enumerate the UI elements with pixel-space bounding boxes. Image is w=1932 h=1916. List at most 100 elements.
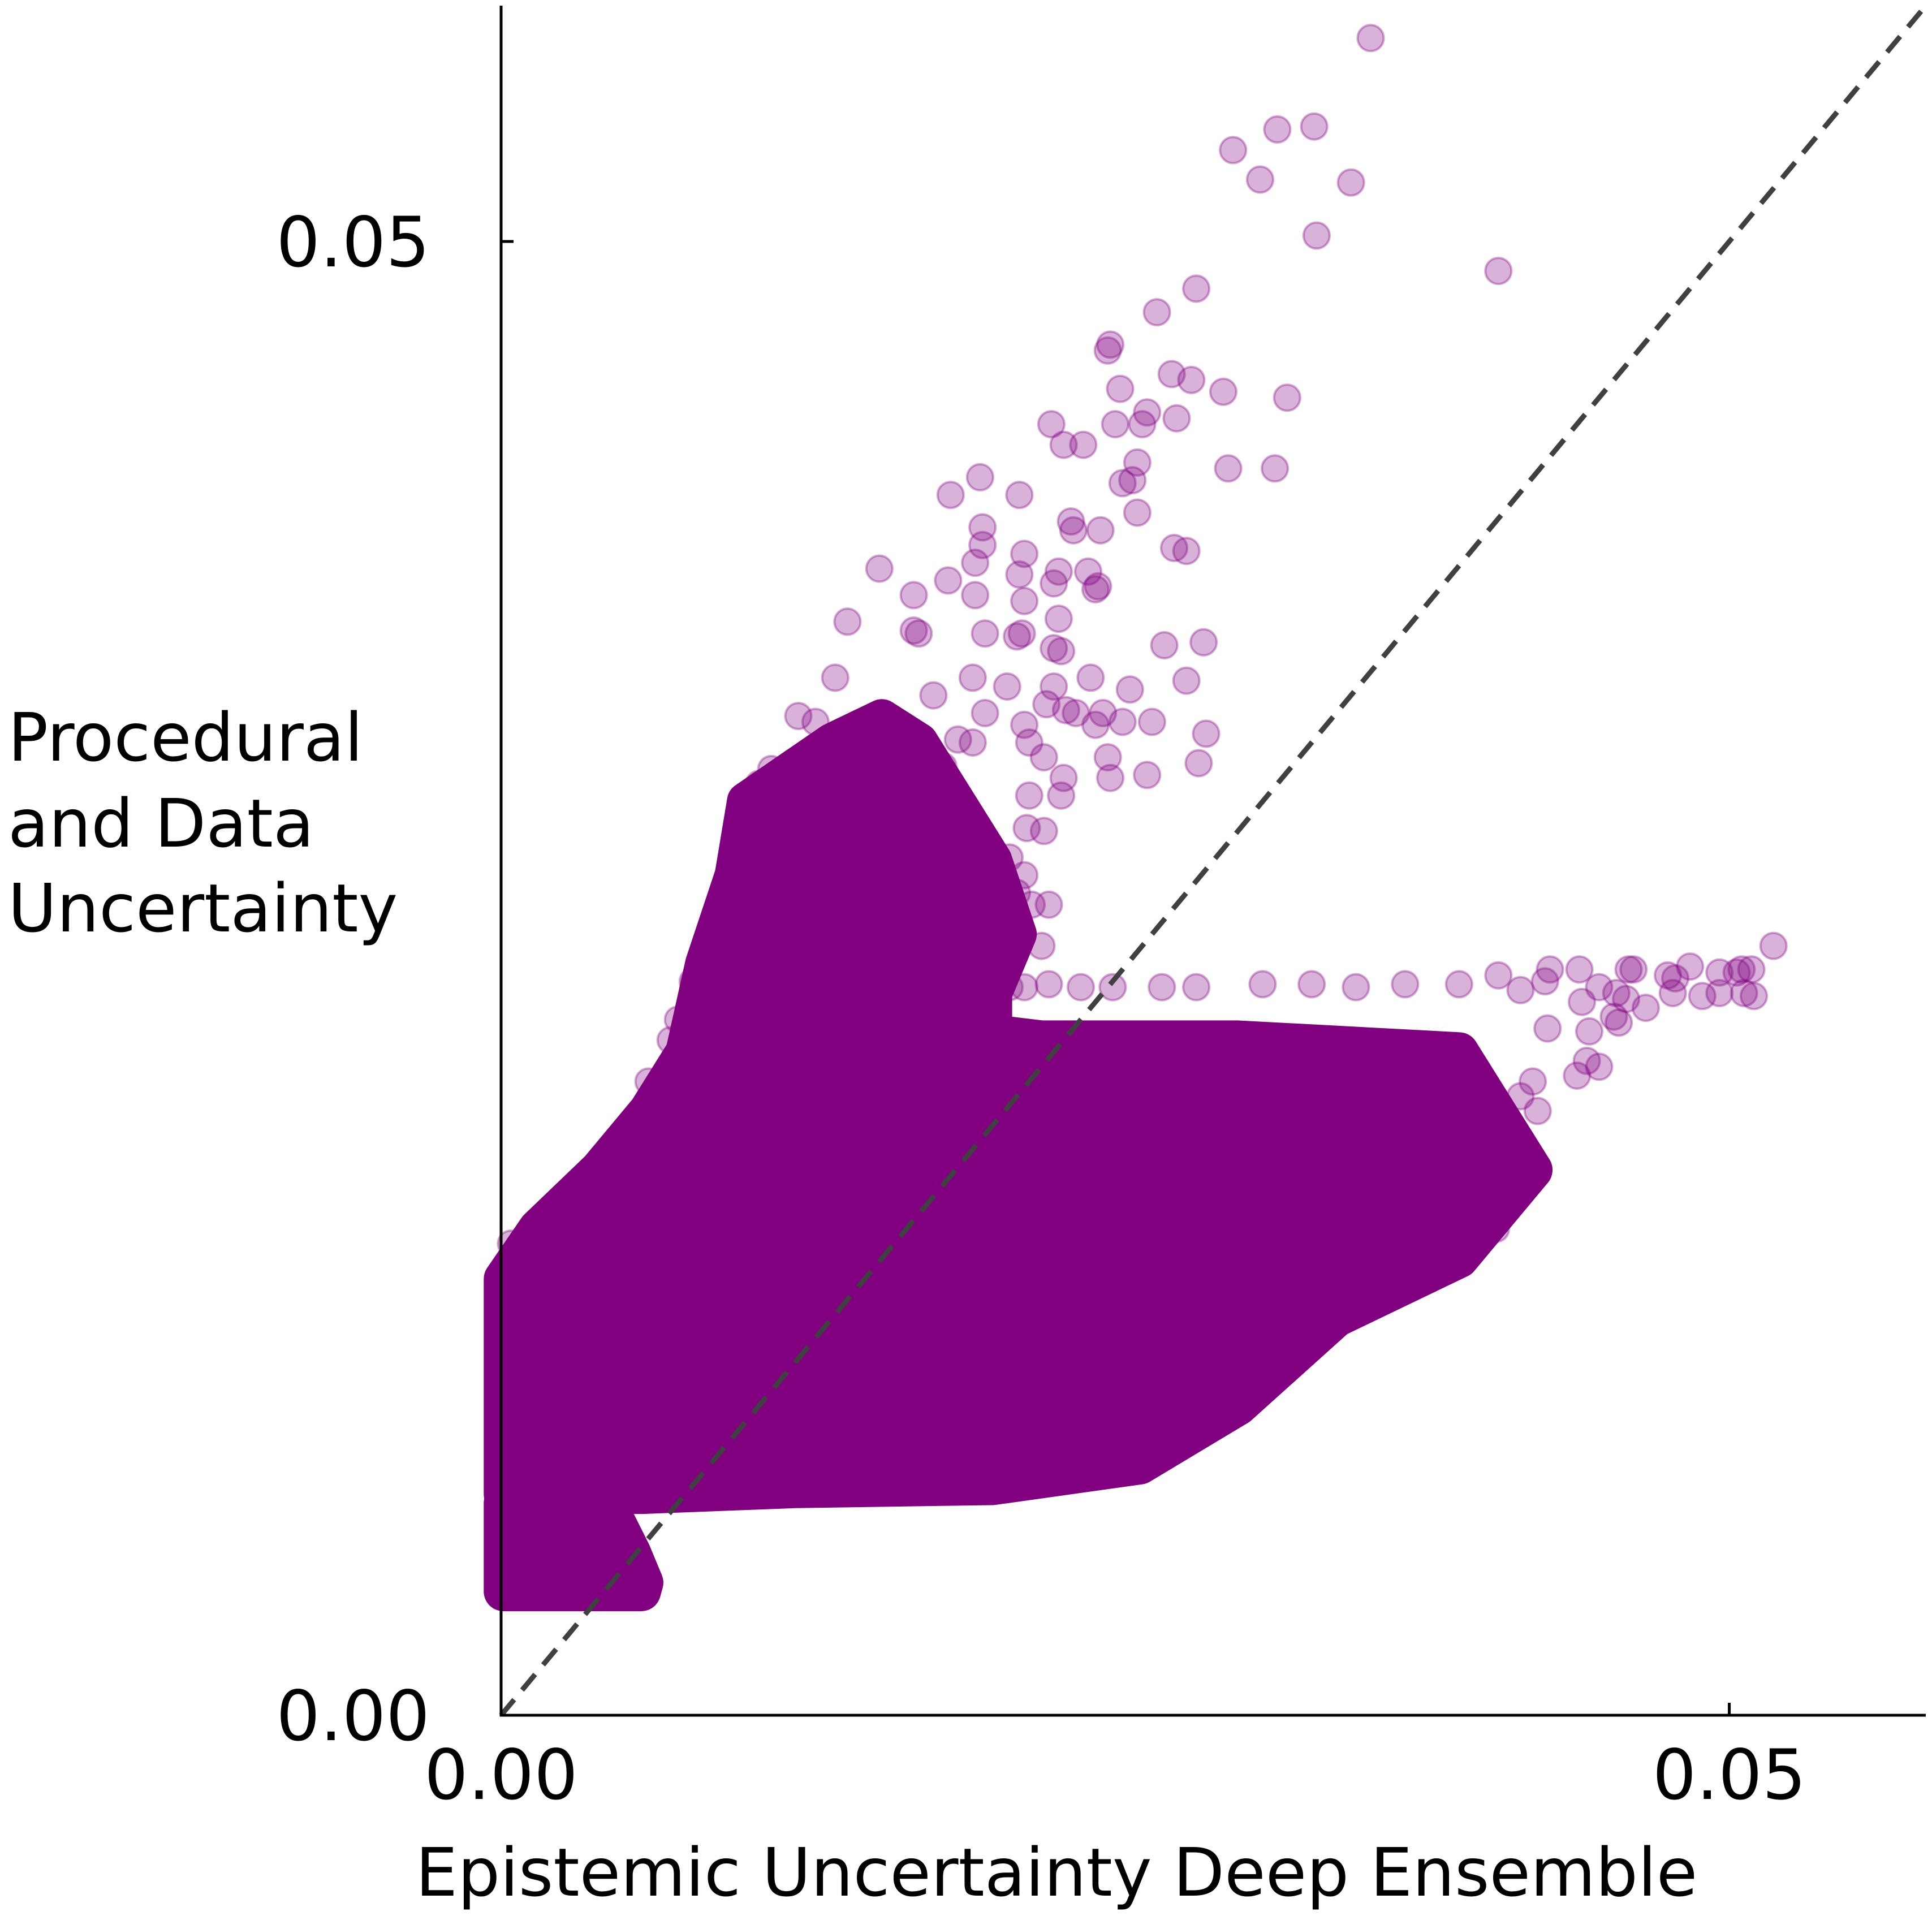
scatter-point bbox=[605, 1141, 633, 1170]
scatter-point bbox=[1273, 1274, 1301, 1302]
scatter-point bbox=[1047, 781, 1076, 810]
scatter-point bbox=[1017, 890, 1046, 919]
scatter-point bbox=[1096, 763, 1125, 792]
scatter-point bbox=[879, 722, 908, 751]
scatter-point bbox=[497, 1229, 525, 1258]
scatter-point bbox=[1354, 1229, 1383, 1258]
scatter-point bbox=[1128, 410, 1157, 439]
scatter-point bbox=[872, 917, 901, 946]
scatter-point bbox=[1086, 516, 1115, 545]
scatter-point bbox=[1506, 976, 1535, 1004]
scatter-point bbox=[1076, 663, 1105, 692]
scatter-point bbox=[831, 1465, 859, 1494]
scatter-point bbox=[948, 967, 977, 996]
scatter-point bbox=[560, 1406, 589, 1435]
scatter-point bbox=[1342, 973, 1370, 1002]
scatter-point bbox=[1093, 1435, 1122, 1464]
scatter-point bbox=[1175, 1082, 1204, 1111]
scatter-point bbox=[1494, 1170, 1523, 1199]
scatter-point bbox=[1148, 973, 1176, 1002]
scatter-point bbox=[654, 1153, 683, 1181]
scatter-point bbox=[993, 672, 1021, 701]
scatter-point bbox=[1029, 743, 1058, 772]
scatter-point bbox=[1003, 878, 1032, 907]
scatter-point bbox=[1658, 979, 1687, 1007]
scatter-point bbox=[656, 1026, 685, 1055]
scatter-point bbox=[1106, 374, 1135, 403]
scatter-point bbox=[1599, 1002, 1628, 1031]
scatter-points bbox=[491, 24, 1788, 1600]
scatter-point bbox=[1059, 516, 1088, 545]
scatter-point bbox=[555, 1199, 584, 1228]
scatter-point bbox=[899, 616, 928, 645]
scatter-point bbox=[1123, 448, 1152, 477]
scatter-point bbox=[1010, 540, 1039, 568]
scatter-point bbox=[1371, 1097, 1400, 1125]
scatter-point bbox=[1261, 454, 1290, 483]
scatter-point bbox=[663, 1006, 692, 1034]
scatter-point bbox=[1336, 168, 1365, 197]
scatter-point bbox=[968, 513, 997, 542]
scatter-point bbox=[610, 1548, 639, 1576]
scatter-point bbox=[1062, 698, 1090, 727]
scatter-point bbox=[1101, 410, 1129, 439]
plot-area bbox=[484, 4, 1928, 1717]
scatter-point bbox=[936, 481, 965, 510]
scatter-point bbox=[1371, 1199, 1400, 1228]
scatter-point bbox=[708, 1076, 736, 1104]
scatter-point bbox=[1740, 982, 1768, 1011]
scatter-point bbox=[1536, 955, 1564, 984]
scatter-point bbox=[1010, 973, 1039, 1002]
scatter-point bbox=[1302, 221, 1331, 250]
scatter-point bbox=[585, 1347, 614, 1376]
scatter-point bbox=[1177, 1362, 1206, 1391]
scatter-point bbox=[1069, 430, 1098, 459]
scatter-point bbox=[528, 1206, 557, 1235]
scatter-point bbox=[1096, 330, 1125, 359]
scatter-point bbox=[1440, 1185, 1469, 1214]
scatter-point bbox=[899, 790, 928, 819]
scatter-point bbox=[1010, 861, 1039, 890]
scatter-point bbox=[782, 1111, 810, 1140]
scatter-point bbox=[1067, 973, 1095, 1002]
scatter-point bbox=[491, 1495, 520, 1524]
scatter-point bbox=[1049, 763, 1078, 792]
scatter-point bbox=[1602, 979, 1631, 1007]
scatter-point bbox=[1040, 634, 1068, 663]
scatter-point bbox=[1172, 537, 1201, 566]
scatter-point bbox=[1098, 973, 1127, 1002]
y-axis-title: Procedural and Data Uncertainty bbox=[8, 698, 398, 947]
scatter-point bbox=[1012, 814, 1041, 843]
scatter-point bbox=[502, 1303, 531, 1332]
scatter-point bbox=[1056, 507, 1085, 536]
scatter-point bbox=[865, 554, 894, 583]
scatter-point bbox=[897, 1474, 926, 1503]
scatter-point bbox=[846, 870, 874, 899]
y-tick-label: 0.00 bbox=[276, 1676, 430, 1757]
scatter-point bbox=[1444, 1229, 1473, 1258]
scatter-point bbox=[1474, 1141, 1503, 1170]
scatter-point bbox=[1705, 979, 1734, 1007]
scatter-point bbox=[1177, 365, 1206, 394]
scatter-point bbox=[639, 1147, 668, 1176]
scatter-point bbox=[491, 1279, 520, 1308]
scatter-point bbox=[1084, 572, 1112, 601]
scatter-point bbox=[1533, 1014, 1562, 1043]
scatter-point bbox=[605, 1530, 633, 1559]
scatter-point bbox=[1049, 430, 1078, 459]
scatter-point bbox=[1108, 707, 1137, 736]
scatter-point bbox=[985, 967, 1014, 996]
dense-region-main-body bbox=[484, 699, 1553, 1514]
scatter-point bbox=[494, 1435, 523, 1464]
scatter-point bbox=[1081, 1432, 1110, 1461]
scatter-point bbox=[1064, 1447, 1093, 1476]
scatter-point bbox=[777, 994, 805, 1022]
scatter-point bbox=[619, 1114, 648, 1143]
scatter-point bbox=[514, 1223, 542, 1252]
scatter-point bbox=[1115, 675, 1144, 704]
scatter-point bbox=[860, 920, 889, 948]
y-axis-title-line-3: Uncertainty bbox=[8, 869, 398, 947]
scatter-point bbox=[978, 1170, 1007, 1199]
dense-point-cloud bbox=[484, 699, 1553, 1612]
scatter-point bbox=[899, 581, 928, 610]
